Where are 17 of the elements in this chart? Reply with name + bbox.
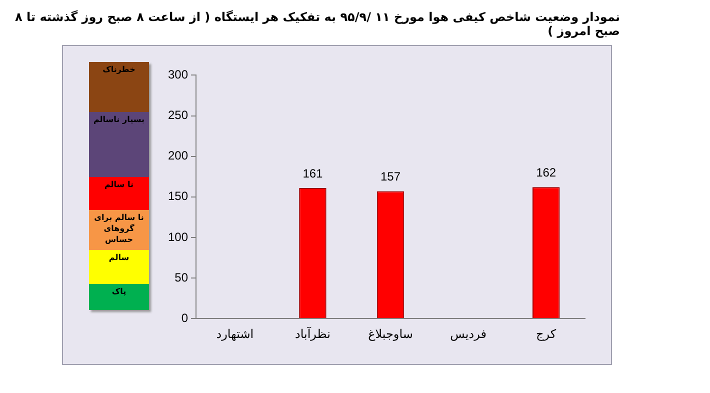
chart-title: نمودار وضعیت شاخص کیفی هوا مورخ ۱۱ /۹۵/۹ به تفکیک هر ایستگاه ( از ساعت ۸ صبح روز گذشته تا ۸ صبح امروز ) bbox=[14, 10, 620, 38]
data-label: 162 bbox=[536, 165, 556, 180]
y-tick-label: 150 bbox=[168, 189, 188, 204]
data-label: 161 bbox=[302, 166, 324, 180]
data-label: 157 bbox=[380, 170, 401, 184]
y-tick-label: 250 bbox=[168, 108, 188, 122]
x-tick-label: ساوجبلاغ bbox=[368, 326, 413, 341]
x-tick-label: فردیس bbox=[450, 326, 486, 341]
x-tick-label: کرج bbox=[536, 326, 556, 341]
y-tick-label: 100 bbox=[168, 230, 188, 244]
category-scale-column: خطرناک بسیار ناسالم نا سالم نا سالم برای گروهای حساس سالم پاک bbox=[89, 62, 149, 310]
y-tick-label: 300 bbox=[168, 68, 188, 82]
y-tick-label: 200 bbox=[168, 148, 188, 163]
x-tick-label: اشتهارد bbox=[216, 326, 254, 341]
y-tick-label: 50 bbox=[174, 270, 188, 284]
y-tick-label: 0 bbox=[181, 310, 188, 325]
x-tick-label: نظرآباد bbox=[294, 326, 330, 341]
